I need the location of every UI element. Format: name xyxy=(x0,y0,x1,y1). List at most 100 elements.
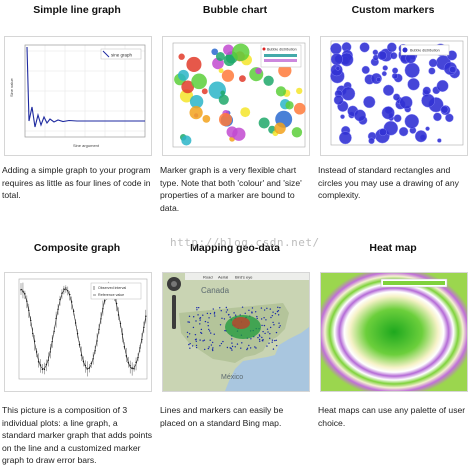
map-marker xyxy=(223,318,226,320)
map-marker xyxy=(250,338,252,340)
map-marker xyxy=(197,306,200,309)
map-marker xyxy=(188,343,190,346)
map-marker xyxy=(254,346,256,348)
map-tab-road[interactable]: Road xyxy=(203,274,213,279)
map-marker xyxy=(275,344,278,347)
map-marker xyxy=(258,340,261,342)
map-marker xyxy=(219,345,221,347)
map-marker xyxy=(272,321,274,324)
map-marker xyxy=(266,328,269,330)
heat-map-palette-bar xyxy=(383,281,445,285)
map-marker xyxy=(274,312,277,315)
thumbnail-line-graph[interactable]: sine graph Sine value Sine argument xyxy=(4,36,152,156)
card-description: Lines and markers can easily be placed o… xyxy=(160,405,284,428)
sphere-marker xyxy=(382,65,388,71)
map-marker xyxy=(260,318,263,320)
map-marker xyxy=(189,347,191,349)
observed-point xyxy=(26,300,28,302)
observed-point xyxy=(61,292,63,295)
map-marker xyxy=(229,316,231,318)
map-marker xyxy=(225,306,228,309)
sphere-marker xyxy=(407,78,420,91)
sphere-marker xyxy=(392,93,401,101)
map-zoom-icon[interactable] xyxy=(172,295,176,329)
map-marker xyxy=(195,344,198,347)
map-marker xyxy=(220,342,223,345)
sphere-marker xyxy=(404,114,420,129)
card-description: Heat maps can use any palette of user ch… xyxy=(318,405,466,428)
bubble-marker xyxy=(191,73,207,90)
bubble-marker xyxy=(274,122,286,135)
sphere-marker xyxy=(425,126,430,131)
observed-point xyxy=(84,364,87,367)
thumbnail-custom-markers[interactable]: Bubble distribution xyxy=(320,36,468,156)
bubble-marker xyxy=(296,87,303,95)
x-axis-label: Sine argument xyxy=(73,143,100,148)
observed-point xyxy=(37,361,40,363)
sphere-marker xyxy=(398,126,409,137)
map-marker xyxy=(226,309,229,311)
map-marker xyxy=(248,309,250,311)
observed-point xyxy=(104,300,106,302)
map-marker xyxy=(279,306,281,309)
observed-point xyxy=(55,317,57,320)
map-marker xyxy=(188,333,191,335)
legend-label: Bubble distribution xyxy=(267,48,297,52)
bubble-marker xyxy=(186,56,202,73)
map-marker xyxy=(210,344,213,346)
map-marker xyxy=(240,347,242,349)
map-tab-aerial[interactable]: Aerial xyxy=(218,274,228,279)
map-marker xyxy=(261,336,263,339)
map-marker xyxy=(195,340,198,342)
map-marker xyxy=(258,338,261,341)
observed-point xyxy=(135,361,137,364)
map-marker xyxy=(229,347,231,349)
sphere-marker xyxy=(386,42,397,53)
map-marker xyxy=(258,334,261,336)
sine-legend: sine graph xyxy=(100,48,142,60)
observed-point xyxy=(80,354,83,356)
map-marker xyxy=(188,315,191,318)
card-title: Custom markers xyxy=(351,4,435,16)
map-marker xyxy=(274,339,276,342)
sphere-marker xyxy=(381,106,395,120)
bubble-marker xyxy=(181,80,195,94)
sphere-marker xyxy=(372,49,379,56)
map-marker xyxy=(273,324,275,326)
sphere-marker xyxy=(368,137,375,145)
map-marker xyxy=(191,345,194,347)
map-marker xyxy=(220,310,222,312)
thumbnail-heat-map[interactable] xyxy=(320,272,468,392)
sphere-marker xyxy=(392,67,399,74)
observed-point xyxy=(125,355,128,357)
map-marker xyxy=(194,338,197,341)
map-marker xyxy=(188,321,191,323)
bubble-marker xyxy=(189,106,203,120)
bubble-marker xyxy=(258,117,270,129)
sphere-marker xyxy=(422,86,431,95)
observed-point xyxy=(129,365,131,367)
observed-point xyxy=(127,361,129,364)
observed-point xyxy=(28,309,30,312)
thumbnail-bubble-chart[interactable]: Bubble distribution xyxy=(162,36,310,156)
map-marker xyxy=(231,345,234,348)
bubble-marker xyxy=(181,135,192,146)
map-marker xyxy=(277,314,280,316)
sphere-marker xyxy=(361,65,370,75)
map-marker xyxy=(269,337,271,340)
observed-point xyxy=(63,288,65,290)
bubble-marker xyxy=(220,90,226,96)
thumbnail-geo-map[interactable]: Road Aerial Bird's eye Canada México xyxy=(162,272,310,392)
bubble-marker xyxy=(218,68,224,74)
map-marker xyxy=(211,341,214,344)
composite-legend: Observed interval Reference value xyxy=(90,282,142,300)
thumbnail-composite-graph[interactable]: Observed interval Reference value xyxy=(4,272,152,392)
map-marker xyxy=(254,311,257,313)
sphere-marker xyxy=(414,130,428,143)
map-marker xyxy=(212,308,214,310)
sphere-marker xyxy=(433,112,442,122)
observed-point xyxy=(143,326,145,329)
sphere-marker xyxy=(333,95,344,105)
map-tab-birdseye[interactable]: Bird's eye xyxy=(235,274,253,279)
map-marker xyxy=(269,333,271,335)
